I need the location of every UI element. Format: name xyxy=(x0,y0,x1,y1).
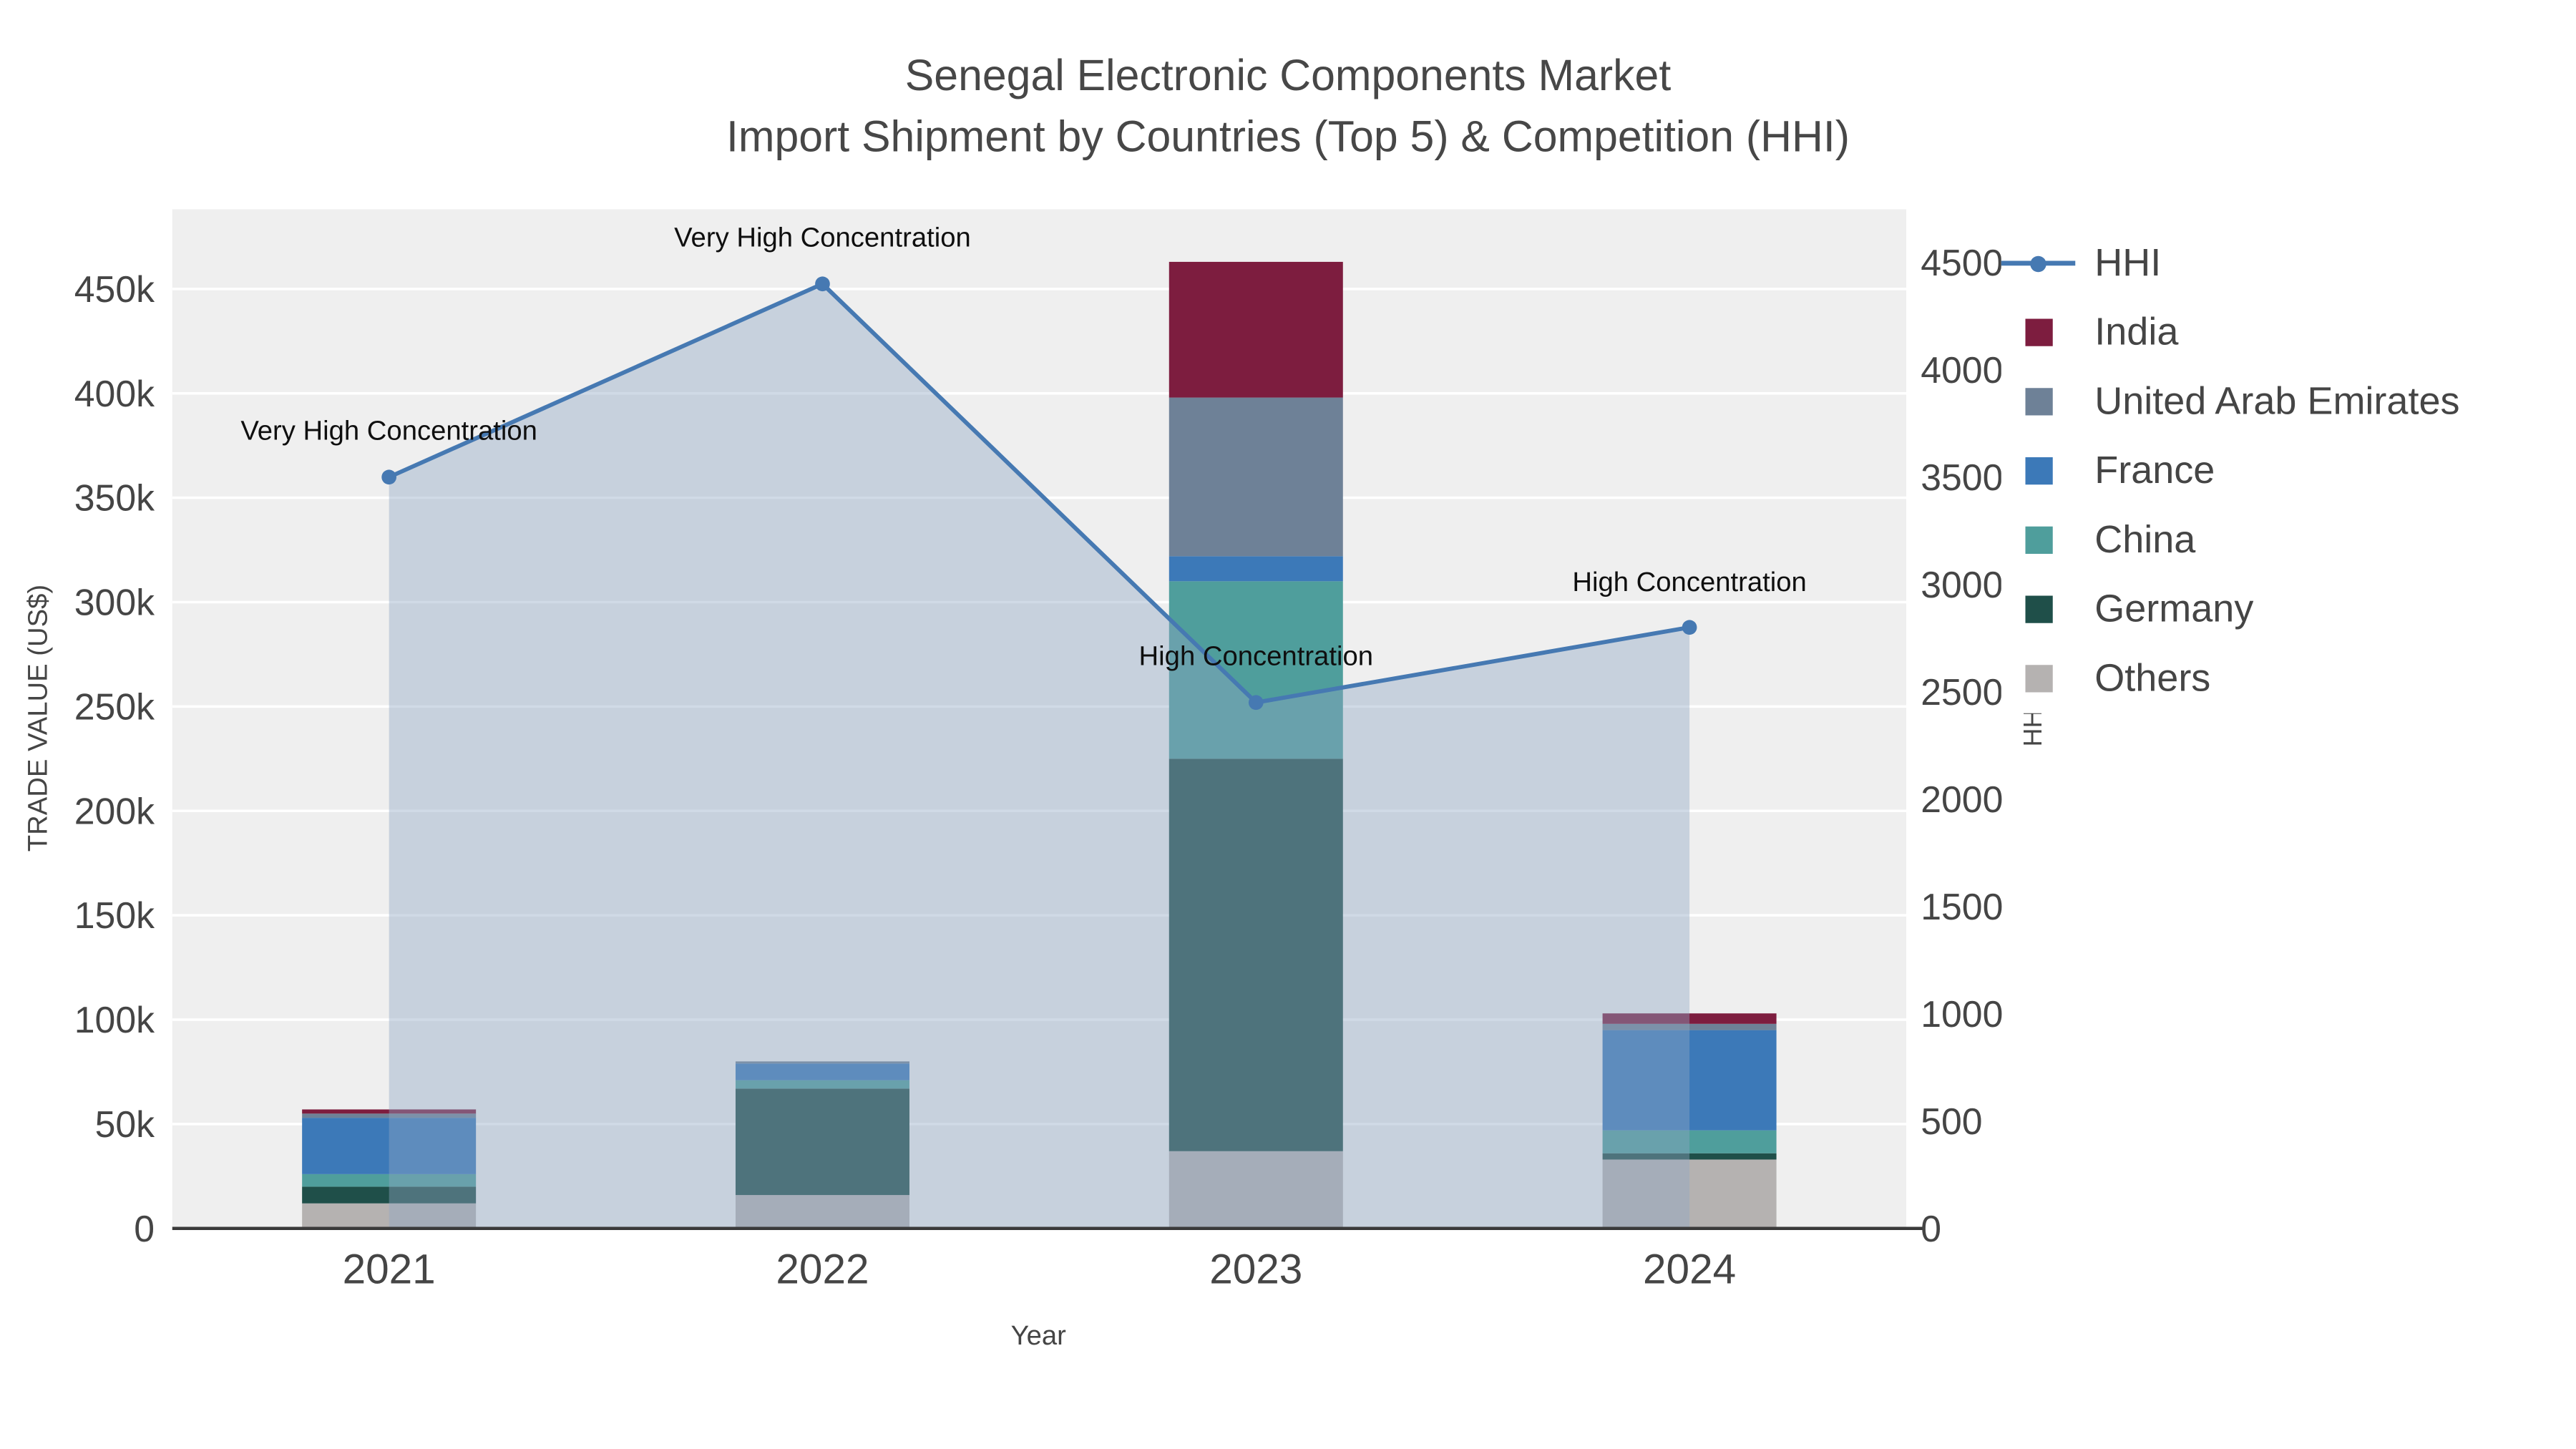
chart-title-line1: Senegal Electronic Components Market xyxy=(904,52,1672,100)
bar-2023-germany[interactable] xyxy=(1169,758,1343,1151)
y-left-tick-450k: 450k xyxy=(74,268,155,310)
legend-item-others[interactable]: Others xyxy=(2001,644,2576,713)
x-tick-2024: 2024 xyxy=(1643,1246,1736,1292)
y-left-tick-250k: 250k xyxy=(74,686,155,727)
legend-label: China xyxy=(2094,517,2196,562)
bar-2022-germany[interactable] xyxy=(735,1088,909,1196)
bar-2022-china[interactable] xyxy=(735,1080,909,1089)
bar-2021-china[interactable] xyxy=(302,1174,477,1187)
y-axis-left-title: TRADE VALUE (US$) xyxy=(22,584,54,852)
legend-label: France xyxy=(2094,448,2215,492)
bar-2021-united-arab-emirates[interactable] xyxy=(302,1113,477,1118)
y-right-tick-4000: 4000 xyxy=(1921,349,2003,391)
y-right-tick-2000: 2000 xyxy=(1921,779,2003,820)
annotation-2022: Very High Concentration xyxy=(674,223,971,253)
hhi-line xyxy=(388,281,1690,705)
bar-2024-germany[interactable] xyxy=(1602,1153,1777,1160)
legend-item-united-arab-emirates[interactable]: United Arab Emirates xyxy=(2001,367,2576,436)
legend-item-germany[interactable]: Germany xyxy=(2001,575,2576,644)
bar-2024-united-arab-emirates[interactable] xyxy=(1602,1023,1777,1030)
legend-label: India xyxy=(2094,310,2179,353)
x-tick-2022: 2022 xyxy=(776,1246,869,1292)
y-left-tick-0: 0 xyxy=(134,1208,155,1249)
bar-2021-others[interactable] xyxy=(302,1203,477,1229)
china-swatch-icon xyxy=(2001,526,2079,554)
y-left-tick-400k: 400k xyxy=(74,373,155,414)
y-right-tick-1000: 1000 xyxy=(1921,993,2003,1035)
y-right-tick-1500: 1500 xyxy=(1921,886,2003,927)
y-right-tick-0: 0 xyxy=(1921,1208,1941,1249)
y-right-tick-3000: 3000 xyxy=(1921,564,2003,605)
others-swatch-icon xyxy=(2001,665,2079,693)
hhi-marker-2024[interactable] xyxy=(1682,620,1697,635)
legend-item-france[interactable]: France xyxy=(2001,436,2576,506)
bar-2021-germany[interactable] xyxy=(302,1186,477,1204)
bar-2024-france[interactable] xyxy=(1602,1030,1777,1131)
legend-item-hhi[interactable]: HHI xyxy=(2001,229,2576,298)
bar-2022-others[interactable] xyxy=(735,1195,909,1229)
y-left-tick-100k: 100k xyxy=(74,999,155,1040)
legend-item-india[interactable]: India xyxy=(2001,298,2576,367)
bar-2024-india[interactable] xyxy=(1602,1013,1777,1024)
france-swatch-icon xyxy=(2001,457,2079,485)
y-right-tick-3500: 3500 xyxy=(1921,457,2003,498)
india-swatch-icon xyxy=(2001,318,2079,346)
x-tick-2023: 2023 xyxy=(1209,1246,1302,1292)
hhi-marker-2023[interactable] xyxy=(1248,695,1264,711)
x-axis-title: Year xyxy=(1010,1320,1066,1351)
legend-label: HHI xyxy=(2094,240,2162,285)
germany-swatch-icon xyxy=(2001,595,2079,623)
y-right-tick-4500: 4500 xyxy=(1921,242,2003,283)
annotation-2023: High Concentration xyxy=(1138,641,1374,672)
hhi-marker-2022[interactable] xyxy=(815,276,830,292)
bar-2023-others[interactable] xyxy=(1169,1151,1343,1229)
bar-2021-india[interactable] xyxy=(302,1109,477,1114)
y-left-tick-300k: 300k xyxy=(74,582,155,623)
hhi-marker-2021[interactable] xyxy=(381,469,397,485)
y-right-tick-2500: 2500 xyxy=(1921,671,2003,713)
united-arab-emirates-swatch-icon xyxy=(2001,388,2079,416)
chart-title-line2: Import Shipment by Countries (Top 5) & C… xyxy=(726,112,1850,162)
y-left-tick-200k: 200k xyxy=(74,790,155,831)
hhi-area-fill xyxy=(389,283,1690,1229)
legend: HHI India United Arab Emirates France China G… xyxy=(2001,228,2576,713)
bar-2024-china[interactable] xyxy=(1602,1130,1777,1153)
x-tick-2021: 2021 xyxy=(343,1246,436,1292)
legend-label: Others xyxy=(2094,655,2211,700)
legend-label: Germany xyxy=(2094,587,2254,630)
hhi-line-swatch-icon xyxy=(2001,255,2079,272)
bar-2023-united-arab-emirates[interactable] xyxy=(1169,397,1343,557)
bar-2023-india[interactable] xyxy=(1169,261,1343,398)
annotation-2024: High Concentration xyxy=(1572,566,1807,597)
y-left-tick-50k: 50k xyxy=(95,1103,155,1145)
bar-2023-france[interactable] xyxy=(1169,556,1343,582)
bar-2022-france[interactable] xyxy=(735,1063,909,1080)
bar-2022-united-arab-emirates[interactable] xyxy=(735,1061,909,1064)
bar-2021-france[interactable] xyxy=(302,1118,477,1174)
legend-item-china[interactable]: China xyxy=(2001,506,2576,575)
bar-2023-china[interactable] xyxy=(1169,581,1343,759)
bar-2024-others[interactable] xyxy=(1602,1159,1777,1229)
y-right-tick-500: 500 xyxy=(1921,1101,1982,1142)
chart-title: Senegal Electronic Components Market Imp… xyxy=(0,45,2576,167)
y-left-tick-150k: 150k xyxy=(74,894,155,936)
annotation-2021: Very High Concentration xyxy=(240,416,537,447)
legend-label: United Arab Emirates xyxy=(2094,379,2460,423)
y-left-tick-350k: 350k xyxy=(74,477,155,519)
